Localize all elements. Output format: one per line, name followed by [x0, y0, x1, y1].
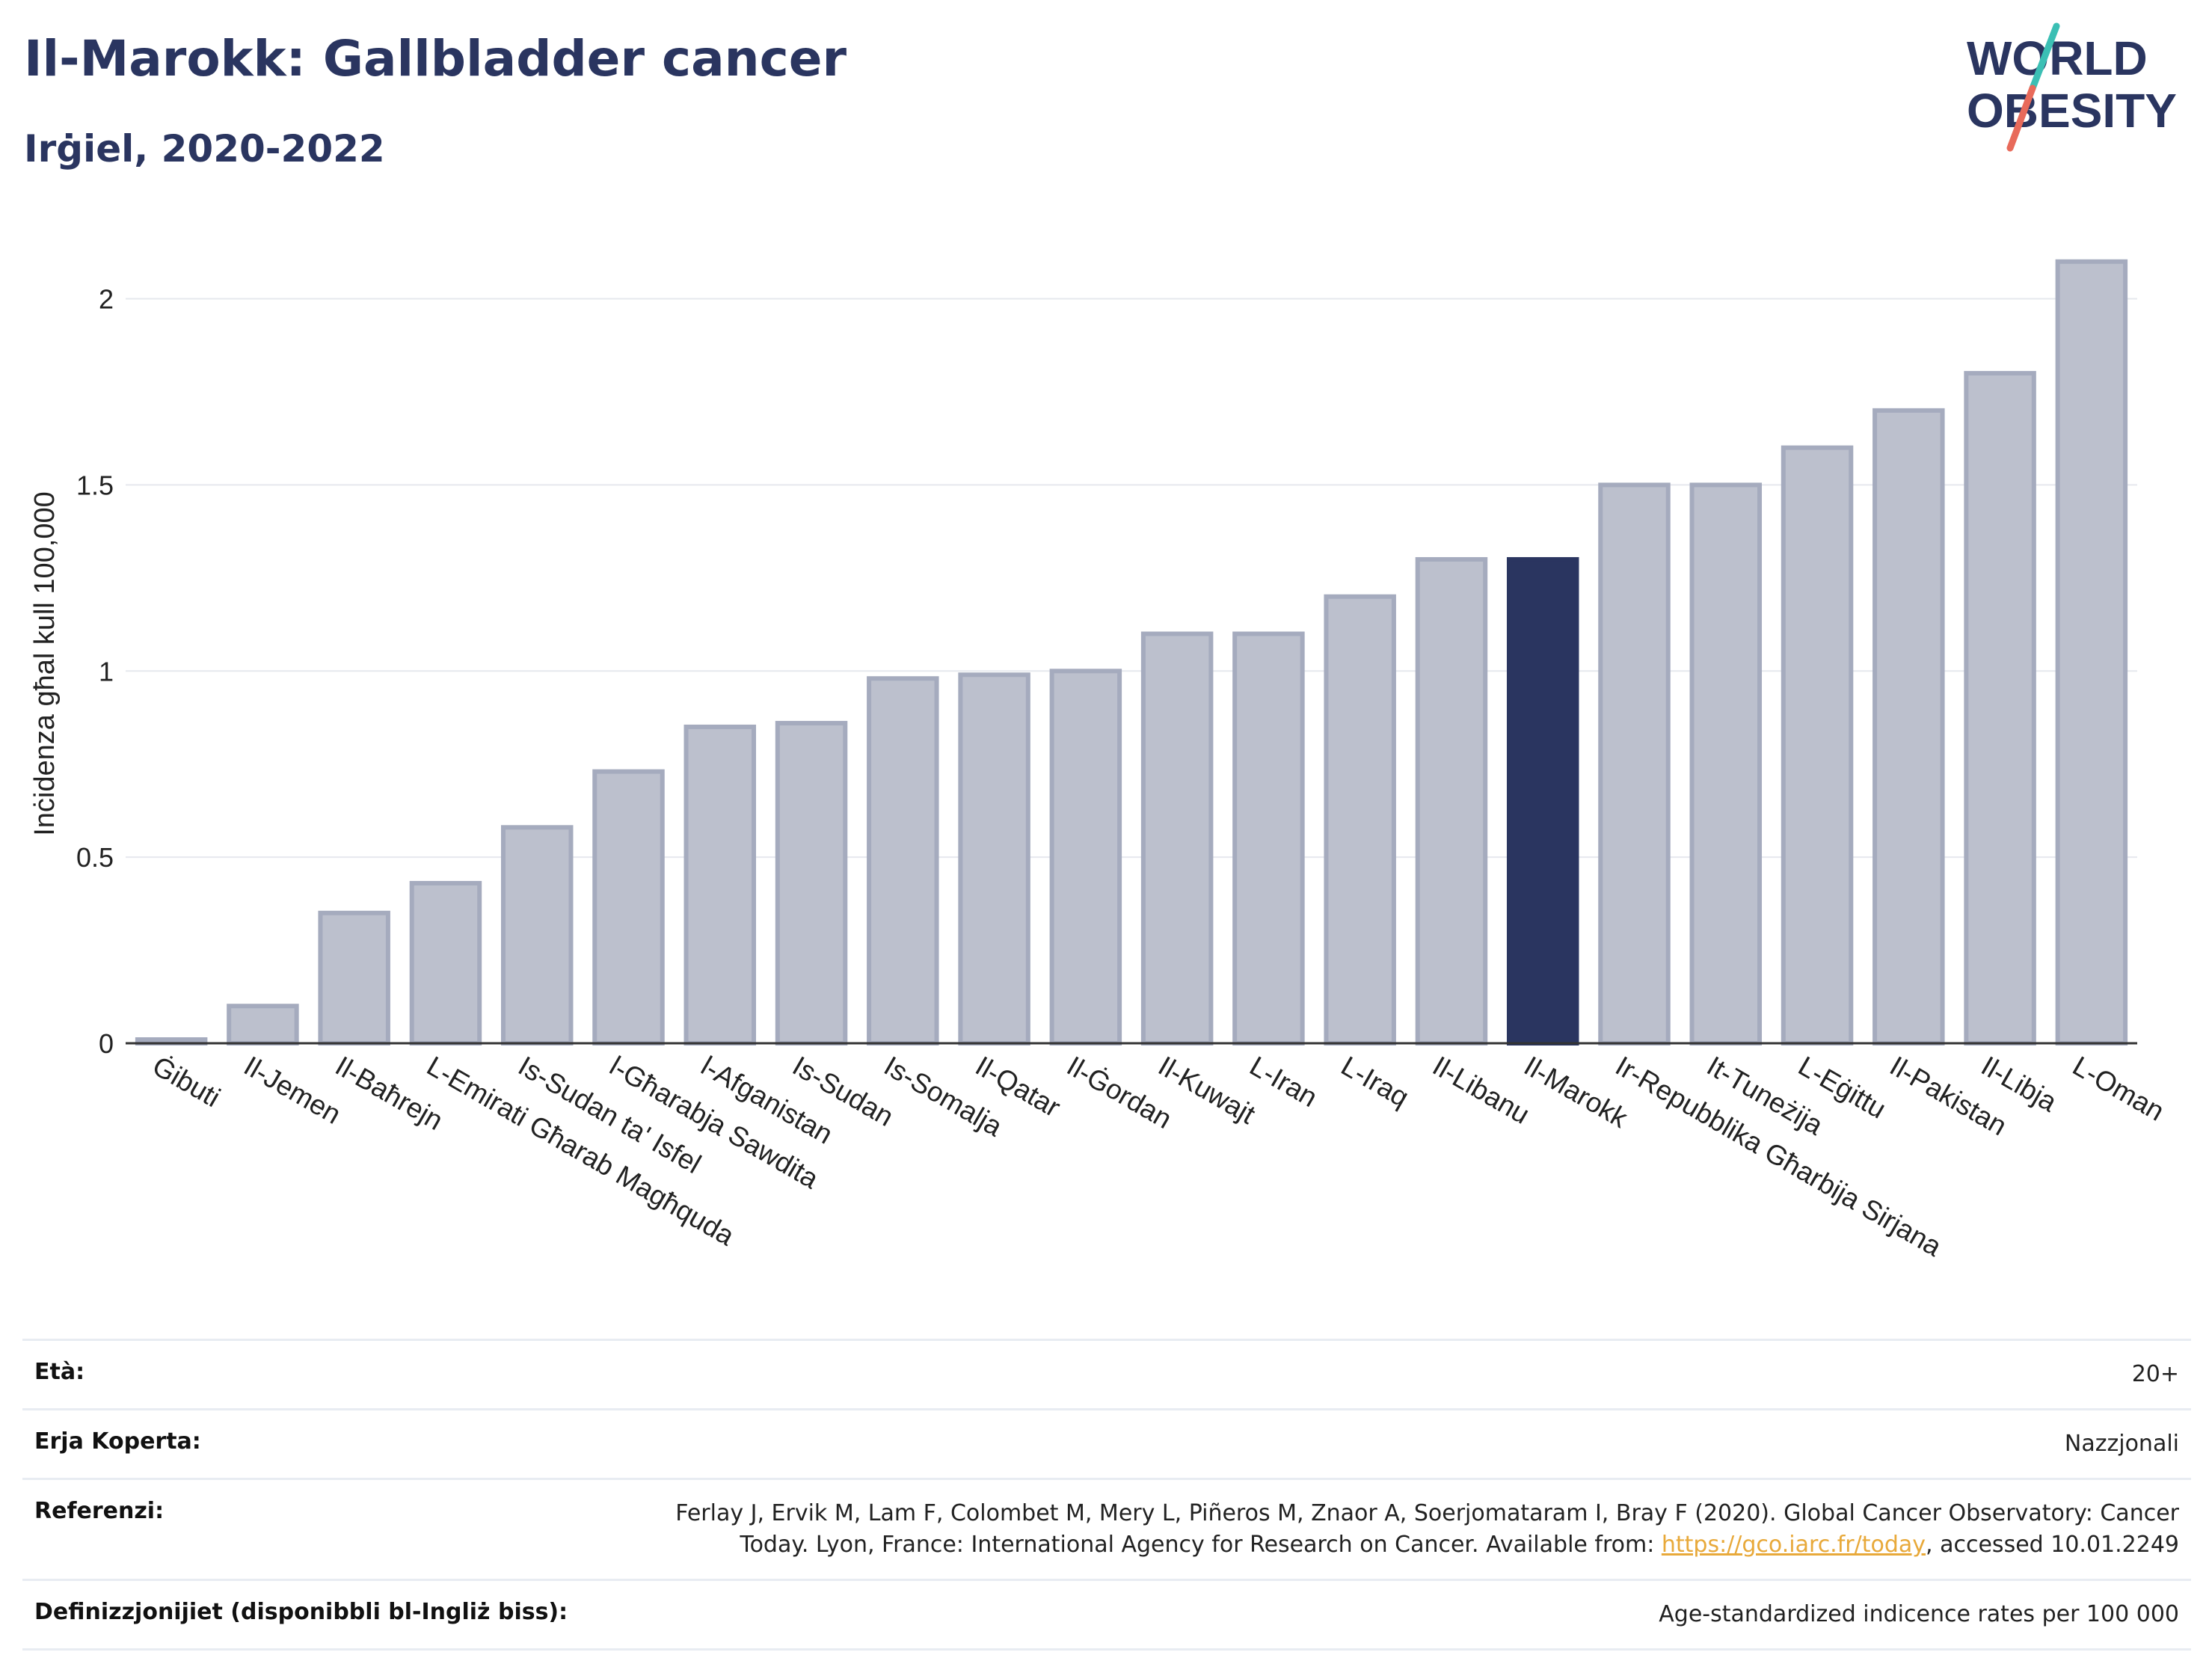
- logo-slash-bottom: [2006, 85, 2036, 152]
- logo-slash-top: [2029, 22, 2060, 92]
- bar: [1049, 669, 1122, 1045]
- age-label: Età:: [34, 1359, 85, 1385]
- info-row-definitions: Definizzjonijiet (disponibbli bl-Ingliż …: [22, 1579, 2191, 1651]
- x-tick-label: Ġibuti: [147, 1050, 225, 1113]
- bar: [1324, 594, 1396, 1045]
- y-axis-ticks: 0 0.5 1 1.5 2: [76, 284, 114, 1059]
- info-table: Età: 20+ Erja Koperta: Nazzjonali Refere…: [22, 1339, 2191, 1651]
- reference-line-2-end: , accessed 10.01.2249: [1926, 1532, 2179, 1558]
- bar: [1872, 408, 1945, 1045]
- bar: [1415, 556, 1488, 1045]
- x-tick-label: Il-Libanu: [1428, 1050, 1534, 1129]
- x-tick-label: L-Iraq: [1336, 1050, 1414, 1113]
- reference-link[interactable]: https://gco.iarc.fr/today: [1661, 1532, 1926, 1558]
- bar: [867, 676, 939, 1046]
- bar: [1598, 482, 1671, 1045]
- y-tick-label: 0: [99, 1028, 114, 1059]
- definitions-label: Definizzjonijiet (disponibbli bl-Ingliż …: [34, 1599, 568, 1625]
- logo-text-world: WORLD: [1967, 31, 2148, 85]
- bar: [1140, 631, 1214, 1045]
- bar: [683, 724, 757, 1045]
- reference-line-1: Ferlay J, Ervik M, Lam F, Colombet M, Me…: [675, 1500, 2179, 1526]
- chart-subtitle: Irġiel, 2020-2022: [24, 127, 385, 171]
- bars: [135, 259, 2128, 1046]
- y-axis-label: Inċidenza għal kull 100,000: [29, 491, 61, 836]
- info-row-references: Referenzi: Ferlay J, Ervik M, Lam F, Col…: [22, 1478, 2191, 1579]
- bar: [775, 720, 848, 1045]
- references-value: Ferlay J, Ervik M, Lam F, Colombet M, Me…: [675, 1498, 2179, 1561]
- references-label: Referenzi:: [34, 1498, 165, 1524]
- y-tick-label: 1.5: [76, 470, 114, 500]
- reference-line-2-start: Today. Lyon, France: International Agenc…: [740, 1532, 1662, 1558]
- world-obesity-logo: WORLD OBESITY: [1967, 22, 2177, 152]
- area-label: Erja Koperta:: [34, 1428, 201, 1455]
- bar: [2055, 259, 2128, 1046]
- definitions-value: Age-standardized indicence rates per 100…: [1659, 1601, 2179, 1627]
- x-tick-label: Il-Marokk: [1519, 1050, 1633, 1134]
- bar: [500, 825, 574, 1046]
- y-tick-label: 2: [99, 284, 114, 315]
- age-value: 20+: [2131, 1361, 2179, 1387]
- chart-title: Il-Marokk: Gallbladder cancer: [24, 30, 847, 87]
- y-tick-label: 1: [99, 656, 114, 687]
- bar-chart: 0 0.5 1 1.5 2 Ġibuti Il-JemenIl-BaħrejnL-Emir…: [29, 259, 2169, 1262]
- x-tick-label: Il-Ġordan: [1062, 1050, 1177, 1134]
- bar: [1232, 631, 1305, 1045]
- bar: [958, 672, 1030, 1045]
- info-row-area: Erja Koperta: Nazzjonali: [22, 1408, 2191, 1478]
- bar-highlighted: [1506, 556, 1579, 1045]
- info-row-age: Età: 20+: [22, 1339, 2191, 1408]
- logo-text-obesity: OBESITY: [1967, 84, 2177, 138]
- bar: [592, 769, 665, 1045]
- x-tick-label: L-Oman: [2068, 1050, 2169, 1126]
- bar: [1689, 482, 1763, 1045]
- bar: [318, 910, 390, 1045]
- bar: [1964, 371, 2036, 1046]
- bar: [409, 880, 482, 1046]
- x-tick-label: Il-Jemen: [239, 1050, 345, 1129]
- y-tick-label: 0.5: [76, 842, 114, 873]
- area-value: Nazzjonali: [2064, 1431, 2179, 1457]
- bar: [1781, 445, 1854, 1045]
- bar: [227, 1004, 299, 1046]
